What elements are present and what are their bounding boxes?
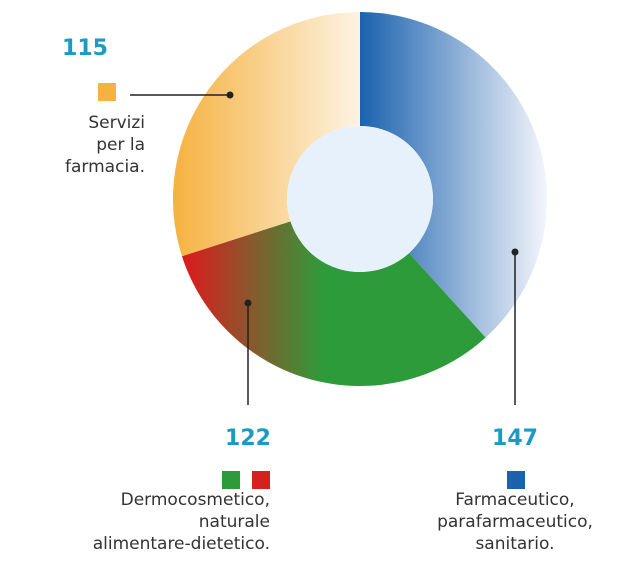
legend-swatch bbox=[252, 471, 270, 489]
legend-swatch bbox=[98, 83, 116, 101]
legend-swatch bbox=[507, 471, 525, 489]
slice bbox=[181, 221, 486, 386]
category-label: Servizi bbox=[88, 113, 145, 133]
category-label: per la bbox=[96, 135, 145, 155]
donut-hole bbox=[287, 126, 433, 272]
value-label: 122 bbox=[225, 426, 271, 451]
category-label: sanitario. bbox=[475, 534, 554, 554]
leader-dot bbox=[511, 248, 519, 256]
value-label: 147 bbox=[492, 426, 538, 451]
category-label: naturale bbox=[199, 512, 270, 532]
category-label: alimentare-dietetico. bbox=[93, 534, 270, 554]
slice bbox=[360, 12, 547, 338]
value-label: 115 bbox=[62, 36, 108, 61]
category-label: Farmaceutico, bbox=[455, 490, 574, 510]
category-label: farmacia. bbox=[65, 157, 145, 177]
category-label: Dermocosmetico, bbox=[121, 490, 270, 510]
leader-dot bbox=[226, 91, 234, 99]
category-label: parafarmaceutico, bbox=[437, 512, 593, 532]
legend-swatch bbox=[222, 471, 240, 489]
slice bbox=[172, 12, 360, 257]
leader-dot bbox=[244, 299, 252, 307]
